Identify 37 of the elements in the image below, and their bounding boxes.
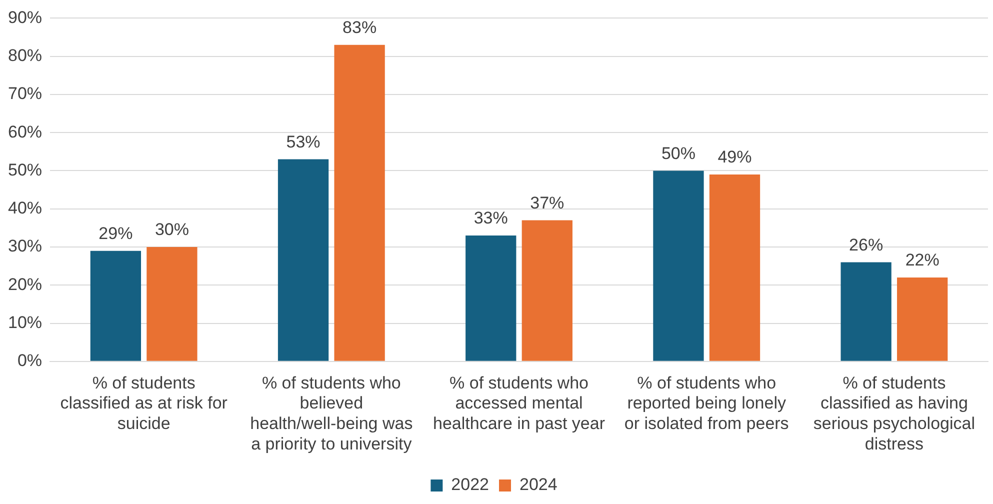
y-tick-label: 90% — [8, 8, 42, 27]
data-label: 53% — [286, 132, 320, 152]
y-tick-label: 40% — [8, 198, 42, 218]
y-tick-label: 80% — [8, 46, 42, 66]
data-label: 30% — [154, 220, 189, 240]
bar — [334, 44, 385, 361]
y-tick-label: 30% — [8, 236, 42, 256]
x-tick-label: % of students who reported being lonely or isolated from peers — [624, 373, 789, 434]
bar — [278, 159, 329, 361]
bar — [840, 262, 892, 361]
x-tick-label: % of students who accessed mental healthcare in past year — [433, 373, 606, 434]
y-tick-label: 60% — [8, 122, 42, 142]
y-tick-label: 0% — [17, 351, 42, 370]
data-label: 37% — [530, 193, 564, 212]
data-label: 33% — [474, 208, 508, 228]
bar — [90, 250, 142, 361]
legend-label: 2024 — [520, 475, 558, 494]
y-tick-label: 70% — [8, 84, 42, 104]
data-label: 49% — [718, 148, 752, 167]
bar — [653, 170, 704, 361]
x-tick-label: % of students who believed health/well-being was a priority to university — [250, 373, 413, 454]
data-label: 26% — [849, 235, 884, 254]
data-label: 22% — [905, 250, 940, 270]
legend-label: 2022 — [451, 475, 490, 494]
bar — [146, 247, 198, 361]
x-tick-label: % of students classified as at risk for suicide — [60, 373, 228, 434]
y-tick-label: 20% — [8, 274, 42, 294]
data-label: 29% — [98, 224, 133, 243]
y-tick-label: 10% — [8, 312, 42, 332]
bar — [522, 220, 572, 361]
x-tick-label: % of students classified as having serious psychological distress — [813, 373, 975, 454]
bar — [466, 236, 516, 361]
bar — [897, 278, 948, 361]
data-label: 83% — [342, 18, 377, 38]
y-tick-label: 50% — [8, 160, 42, 180]
data-label: 50% — [661, 144, 696, 163]
bar — [709, 174, 760, 361]
